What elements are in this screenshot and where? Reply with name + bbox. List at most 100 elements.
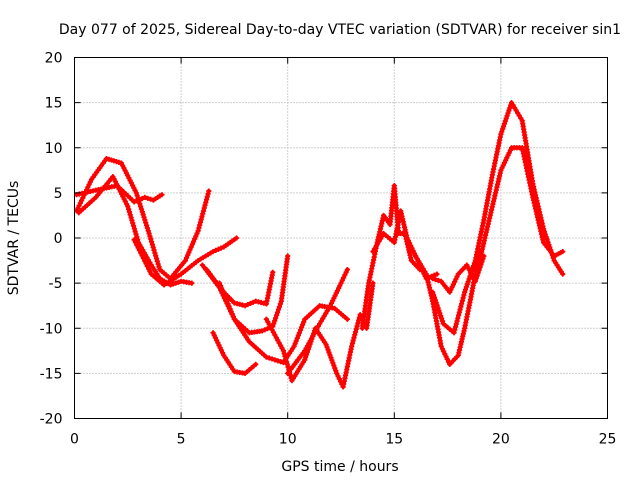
data-point — [189, 280, 195, 286]
data-point — [218, 245, 224, 251]
data-point — [143, 260, 149, 267]
data-point — [270, 269, 276, 275]
data-point — [187, 247, 193, 253]
data-point — [435, 305, 441, 311]
y-tick-label: 5 — [54, 186, 63, 202]
data-point — [147, 233, 153, 239]
data-point — [291, 343, 297, 349]
data-point — [277, 359, 284, 365]
data-point — [186, 249, 192, 256]
data-point — [132, 239, 139, 246]
data-point — [129, 217, 135, 223]
data-point — [437, 310, 443, 316]
data-point — [126, 209, 133, 215]
data-point — [190, 239, 197, 245]
data-point — [504, 113, 510, 119]
data-point — [126, 206, 132, 212]
data-point — [303, 351, 310, 358]
data-point — [501, 121, 508, 127]
y-tick-label: 15 — [45, 96, 63, 112]
data-point — [277, 301, 283, 307]
data-point — [342, 272, 348, 278]
data-point — [153, 253, 159, 259]
data-point — [127, 212, 133, 218]
y-tick-label: -10 — [40, 321, 63, 337]
data-point — [144, 263, 150, 269]
data-point — [149, 241, 155, 248]
data-point — [138, 250, 144, 256]
data-point — [188, 244, 194, 250]
data-point — [170, 281, 176, 287]
data-point — [131, 226, 137, 232]
data-point — [300, 322, 306, 328]
data-point — [476, 267, 482, 273]
data-point — [247, 300, 253, 307]
data-point — [502, 118, 508, 124]
data-point — [134, 242, 140, 248]
data-point — [481, 253, 487, 259]
data-point — [153, 255, 160, 262]
data-point — [143, 220, 149, 226]
data-point — [336, 376, 342, 382]
x-tick-label: 10 — [279, 432, 297, 448]
y-tick-label: -5 — [49, 276, 63, 292]
data-point — [506, 107, 512, 114]
data-point — [87, 179, 93, 185]
data-point — [463, 284, 470, 290]
data-point — [155, 261, 161, 267]
data-point — [434, 302, 440, 308]
y-tick-label: -20 — [40, 412, 63, 428]
data-point — [210, 248, 216, 255]
data-point — [462, 286, 469, 293]
data-point — [273, 312, 280, 318]
data-point — [131, 199, 137, 205]
x-tick-label: 0 — [70, 432, 79, 448]
data-point — [132, 228, 138, 235]
data-point — [272, 357, 278, 363]
data-point — [147, 196, 154, 202]
data-point — [152, 250, 158, 256]
data-point — [147, 268, 153, 275]
data-point — [270, 329, 277, 335]
data-point — [79, 197, 85, 203]
data-point — [432, 297, 438, 303]
data-point — [472, 278, 478, 284]
data-point — [431, 294, 438, 301]
data-point — [266, 321, 272, 328]
data-point — [137, 203, 144, 210]
data-point — [430, 276, 436, 282]
data-point — [470, 263, 477, 269]
y-axis-label: SDTVAR / TECUs — [6, 181, 22, 296]
data-point — [470, 265, 476, 272]
data-point — [500, 126, 506, 132]
data-point — [276, 340, 282, 346]
data-point — [333, 368, 339, 374]
series-10 — [285, 266, 350, 376]
data-point — [324, 344, 330, 350]
data-point — [135, 245, 141, 251]
data-point — [344, 266, 350, 273]
data-point — [259, 328, 265, 334]
data-point — [439, 318, 446, 324]
data-point — [151, 247, 157, 253]
data-point — [433, 300, 439, 306]
data-point — [125, 203, 131, 210]
data-point — [498, 131, 504, 137]
data-point — [85, 184, 91, 190]
data-point — [466, 276, 472, 282]
data-point — [560, 271, 566, 277]
data-point — [145, 195, 151, 201]
data-point — [331, 362, 337, 369]
y-tick-label: -15 — [40, 366, 63, 382]
data-point — [140, 211, 146, 218]
data-point — [295, 332, 301, 339]
data-point — [173, 280, 179, 286]
x-tick-label: 25 — [599, 432, 617, 448]
data-point — [273, 315, 279, 321]
data-point — [465, 279, 471, 285]
data-point — [263, 354, 269, 360]
data-point — [271, 321, 277, 327]
data-point — [134, 234, 140, 240]
data-point — [338, 280, 344, 286]
